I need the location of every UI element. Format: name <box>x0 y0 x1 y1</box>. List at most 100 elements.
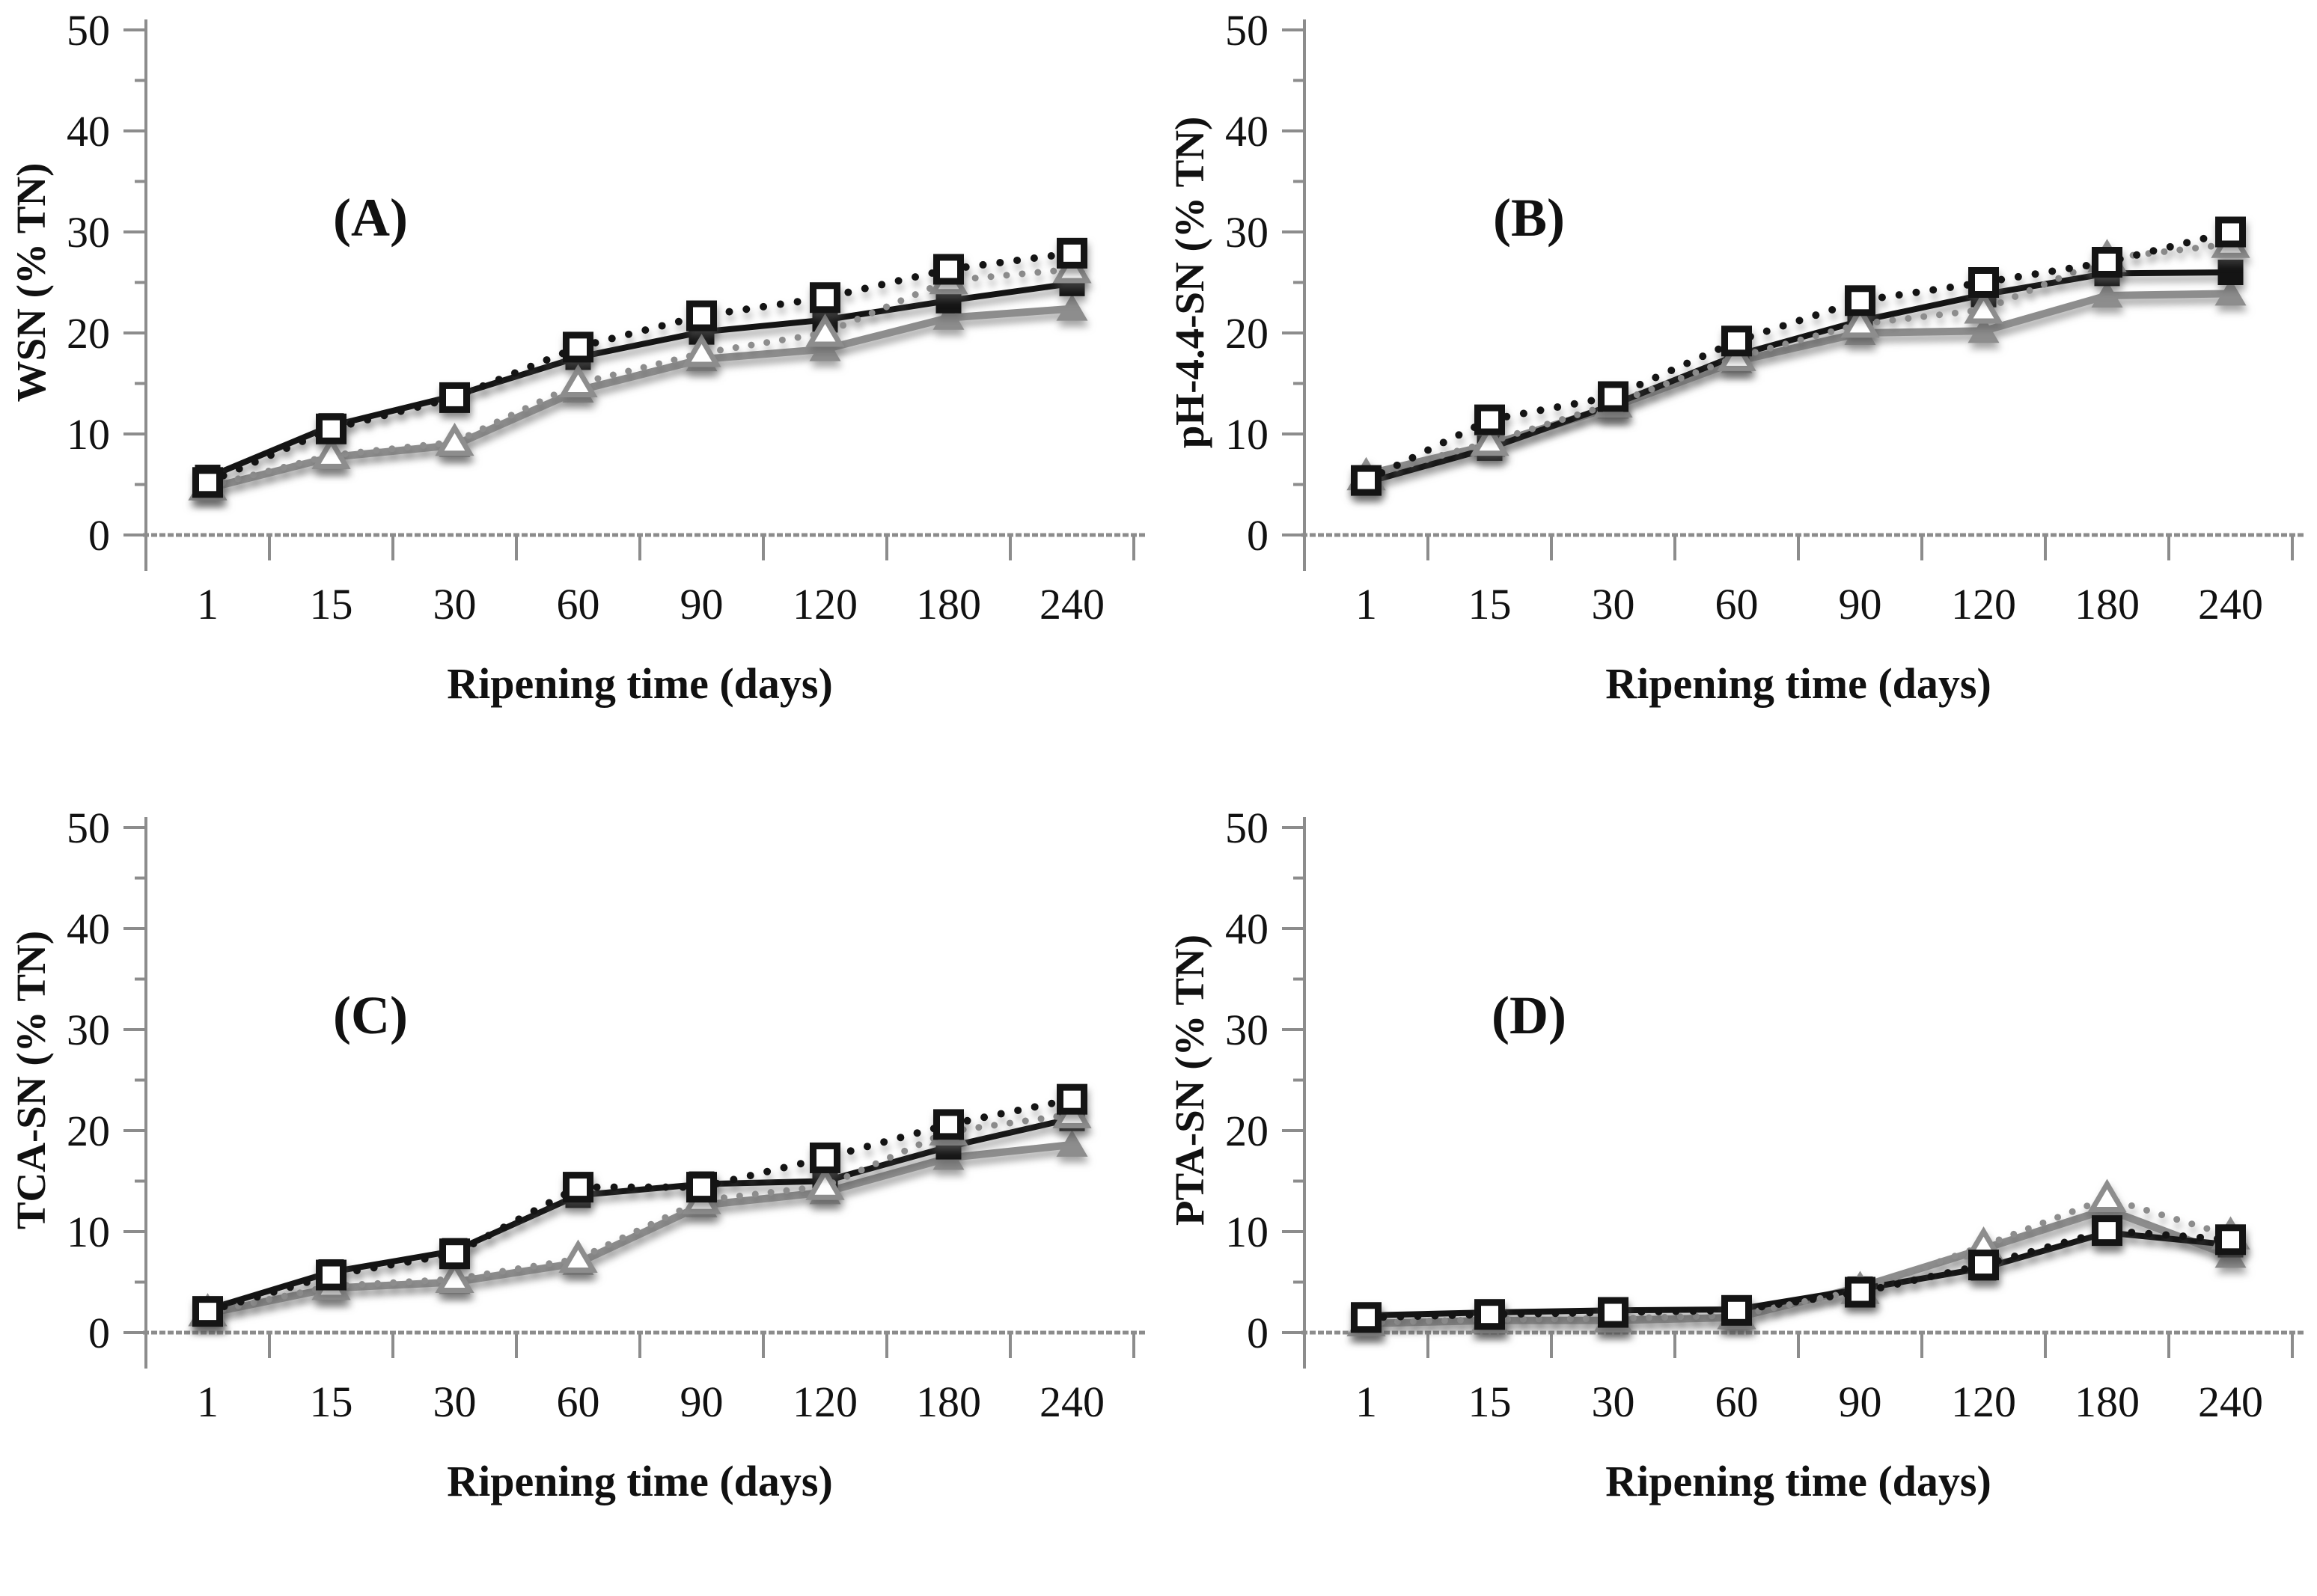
marker-open-square <box>2215 1224 2246 1256</box>
series-line-solid <box>207 1115 1073 1312</box>
marker-open-triangle <box>1470 422 1509 456</box>
x-tick-label: 240 <box>2198 580 2263 629</box>
marker-open-square <box>1968 267 1999 298</box>
x-tick-label: 90 <box>680 1378 724 1426</box>
panel-b: 0 10 20 30 40 50 1 15 30 60 90 120 180 240 Ripening ti… <box>1158 0 2317 798</box>
panel-letter: (B) <box>1493 188 1565 248</box>
series-line-dotted <box>204 1110 1075 1316</box>
marker-filled-triangle <box>932 302 965 330</box>
x-tick-label: 240 <box>1040 580 1105 629</box>
y-axis-title: PTA-SN (% TN) <box>1167 935 1212 1226</box>
axes: 0 10 20 30 40 50 1 15 30 60 90 120 180 240 Ripening ti… <box>8 6 1146 708</box>
marker-open-square <box>439 382 470 413</box>
series-open-square-dotted-black <box>192 237 1087 498</box>
marker-filled-triangle <box>2091 281 2123 308</box>
y-tick-label: 40 <box>1225 905 1269 953</box>
panel-a: 0 10 20 30 40 50 1 15 30 60 90 120 180 240 Ripening ti… <box>0 0 1158 798</box>
y-tick-label: 30 <box>1225 208 1269 257</box>
marker-open-triangle <box>805 314 845 347</box>
y-tick-label: 20 <box>67 1107 110 1155</box>
y-tick-label: 30 <box>67 208 110 257</box>
y-tick-label: 0 <box>1247 1309 1269 1357</box>
x-tick-label: 90 <box>1839 1378 1882 1426</box>
series-line-dotted <box>204 266 1075 490</box>
series-filled-triangle-solid-gray <box>192 293 1088 501</box>
marker-open-square <box>1057 237 1087 269</box>
x-tick-label: 30 <box>433 580 477 629</box>
marker-open-triangle <box>311 435 351 469</box>
marker-open-square <box>1598 1297 1628 1328</box>
series-line-dotted <box>1363 1194 2234 1326</box>
marker-open-square <box>439 1238 470 1270</box>
panel-b-chart: 0 10 20 30 40 50 1 15 30 60 90 120 180 240 Ripening ti… <box>1167 6 2304 708</box>
marker-open-square <box>2092 247 2122 278</box>
panel-c-chart: 0 10 20 30 40 50 1 15 30 60 90 120 180 240 Ripening ti… <box>8 804 1146 1505</box>
marker-open-square <box>563 1172 593 1203</box>
panel-c: 0 10 20 30 40 50 1 15 30 60 90 120 180 240 Ripening ti… <box>0 798 1158 1595</box>
marker-filled-square <box>2217 260 2244 285</box>
marker-open-square <box>1351 1302 1382 1333</box>
axes: 0 10 20 30 40 50 1 15 30 60 90 120 180 240 Ripening ti… <box>1167 6 2304 708</box>
x-tick-label: 240 <box>1040 1378 1105 1426</box>
marker-open-square <box>1721 1294 1752 1326</box>
x-tick-label: 120 <box>1951 1378 2016 1426</box>
y-axis-title: pH-4.4-SN (% TN) <box>1167 117 1212 449</box>
y-tick-label: 30 <box>67 1006 110 1054</box>
marker-filled-triangle <box>1056 1129 1088 1157</box>
x-tick-label: 1 <box>1355 1378 1377 1426</box>
y-tick-label: 20 <box>1225 1107 1269 1155</box>
marker-open-triangle <box>435 1259 474 1293</box>
y-axis-title: WSN (% TN) <box>8 163 54 403</box>
marker-open-square <box>1474 1299 1505 1330</box>
series-line-dotted <box>1362 1226 2235 1321</box>
marker-open-triangle <box>435 422 474 456</box>
marker-open-square <box>686 1172 717 1203</box>
x-tick-label: 180 <box>2075 580 2140 629</box>
panel-letter: (D) <box>1492 985 1566 1045</box>
panel-d: 0 10 20 30 40 50 1 15 30 60 90 120 180 240 Ripening ti… <box>1158 798 2317 1595</box>
marker-open-square <box>563 331 593 363</box>
marker-filled-triangle <box>1968 316 2000 343</box>
y-tick-label: 40 <box>67 905 110 953</box>
x-tick-label: 180 <box>916 580 981 629</box>
series-line-solid <box>207 1140 1073 1318</box>
marker-open-square <box>1474 404 1505 435</box>
x-tick-label: 120 <box>793 1378 858 1426</box>
marker-open-square <box>192 467 223 498</box>
y-tick-label: 50 <box>1225 6 1269 55</box>
x-tick-label: 15 <box>310 580 353 629</box>
marker-filled-triangle <box>809 334 841 361</box>
marker-open-triangle <box>682 334 721 367</box>
y-tick-label: 10 <box>1225 1208 1269 1256</box>
y-tick-label: 10 <box>67 1208 110 1256</box>
y-tick-label: 0 <box>88 511 110 560</box>
marker-open-square <box>1845 1277 1875 1308</box>
y-tick-label: 50 <box>67 804 110 852</box>
panel-d-chart: 0 10 20 30 40 50 1 15 30 60 90 120 180 240 Ripening ti… <box>1167 804 2304 1505</box>
y-tick-label: 20 <box>1225 309 1269 358</box>
marker-open-square <box>1598 381 1628 412</box>
marker-open-square <box>192 1296 223 1327</box>
x-tick-label: 30 <box>433 1378 477 1426</box>
x-tick-label: 120 <box>1951 580 2016 629</box>
panel-a-chart: 0 10 20 30 40 50 1 15 30 60 90 120 180 240 Ripening ti… <box>8 6 1146 708</box>
marker-open-square <box>1845 285 1875 317</box>
y-tick-label: 0 <box>88 1309 110 1357</box>
x-tick-label: 30 <box>1592 1378 1635 1426</box>
y-tick-label: 50 <box>67 6 110 55</box>
marker-open-square <box>810 1142 840 1173</box>
marker-open-triangle <box>558 1239 598 1273</box>
x-tick-label: 60 <box>557 580 600 629</box>
y-tick-label: 20 <box>67 309 110 358</box>
series-line-dotted <box>1362 228 2235 485</box>
x-tick-label: 60 <box>1715 580 1759 629</box>
x-axis-title: Ripening time (days) <box>1605 1457 1991 1505</box>
y-tick-label: 10 <box>67 410 110 459</box>
x-axis-title: Ripening time (days) <box>447 659 833 708</box>
marker-open-square <box>1057 1083 1087 1115</box>
x-tick-label: 1 <box>1355 580 1377 629</box>
y-tick-label: 40 <box>1225 107 1269 156</box>
x-tick-label: 60 <box>557 1378 600 1426</box>
marker-open-square <box>316 413 347 444</box>
